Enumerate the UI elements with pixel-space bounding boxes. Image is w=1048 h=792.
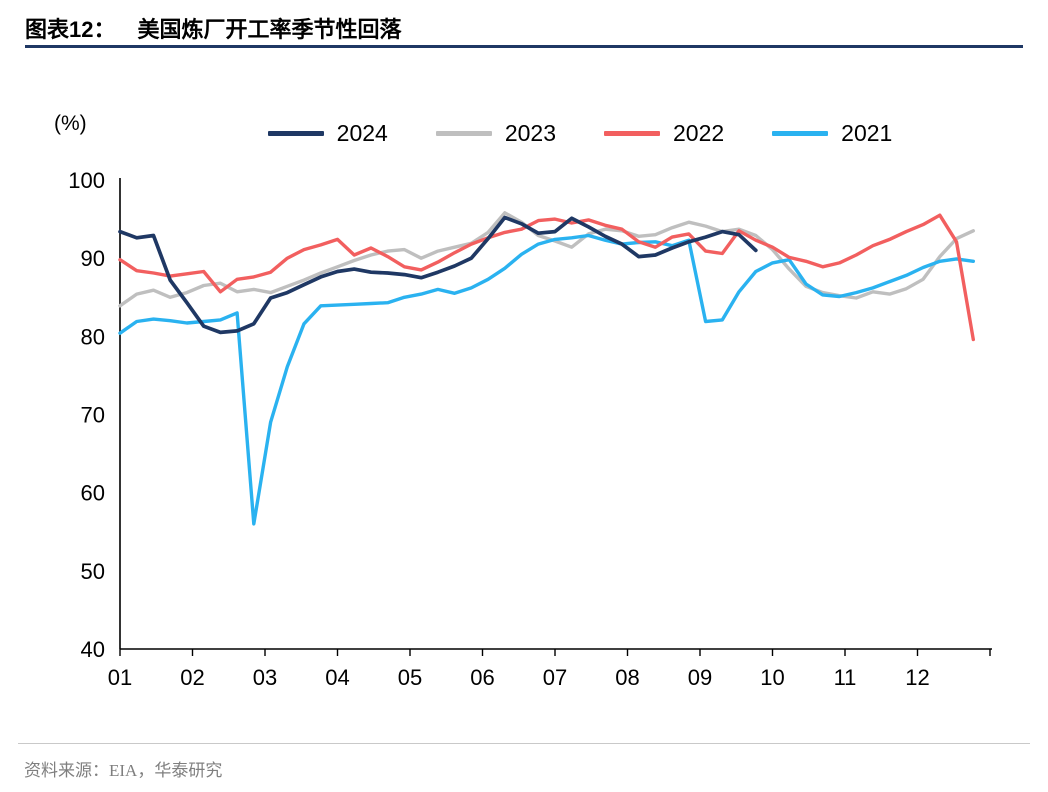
x-tick-label: 08: [615, 665, 639, 690]
legend-item-2023: 2023: [435, 120, 556, 147]
figure-title: 美国炼厂开工率季节性回落: [137, 17, 402, 42]
source-rule: [18, 743, 1030, 744]
figure-tag: 图表12：: [25, 17, 116, 42]
legend-label-2024: 2024: [336, 120, 388, 146]
chart-legend: 2024 2023 2022 2021: [150, 120, 1010, 147]
y-tick-label: 80: [81, 324, 105, 349]
legend-item-2022: 2022: [604, 120, 724, 147]
y-tick-label: 70: [81, 403, 105, 428]
x-tick-label: 10: [760, 665, 784, 690]
legend-label-2022: 2022: [673, 120, 725, 146]
x-tick-label: 03: [253, 665, 277, 690]
x-tick-label: 09: [688, 665, 712, 690]
y-axis-unit-label: (%): [54, 112, 87, 135]
legend-swatch-2021: [772, 131, 829, 136]
y-tick-label: 50: [81, 559, 105, 584]
legend-label-2023: 2023: [504, 120, 556, 146]
series-line-2021: [118, 233, 975, 526]
x-tick-label: 05: [398, 665, 422, 690]
series-line-2022: [118, 213, 975, 342]
legend-swatch-2022: [604, 131, 660, 136]
y-tick-label: 40: [81, 637, 105, 662]
x-tick-label: 04: [325, 665, 349, 690]
x-tick-label: 11: [834, 665, 857, 690]
legend-label-2021: 2021: [841, 120, 893, 146]
series-line-2024: [118, 215, 758, 335]
legend-item-2024: 2024: [267, 120, 388, 147]
legend-swatch-2023: [435, 131, 492, 136]
y-tick-label: 90: [81, 246, 105, 271]
legend-item-2021: 2021: [772, 120, 892, 147]
x-tick-label: 06: [470, 665, 494, 690]
x-tick-label: 07: [543, 665, 567, 690]
x-tick-label: 02: [180, 665, 204, 690]
title-rule: [25, 45, 1023, 48]
y-tick-label: 100: [68, 168, 105, 193]
source-text: 资料来源：EIA，华泰研究: [24, 761, 223, 780]
x-tick-label: 01: [108, 665, 132, 690]
x-tick-label: 12: [905, 665, 929, 690]
figure-header: 图表12： 美国炼厂开工率季节性回落: [25, 12, 402, 44]
legend-swatch-2024: [267, 131, 324, 136]
y-tick-label: 60: [81, 481, 105, 506]
